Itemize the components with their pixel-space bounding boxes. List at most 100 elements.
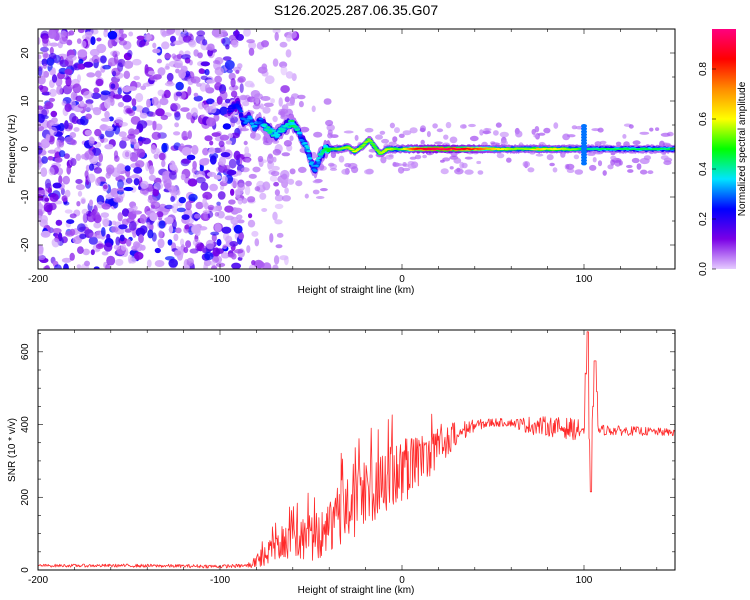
noise-blob xyxy=(203,262,208,269)
halo-blob xyxy=(392,136,398,143)
noise-blob xyxy=(96,37,102,42)
noise-blob xyxy=(244,185,251,196)
halo-blob xyxy=(409,127,418,134)
noise-blob xyxy=(237,219,245,224)
halo-blob xyxy=(476,160,482,165)
noise-blob xyxy=(237,76,246,83)
ridge-cell xyxy=(304,145,309,148)
noise-blob xyxy=(202,39,208,46)
noise-blob xyxy=(135,160,145,168)
x-tick-label: 100 xyxy=(576,274,593,285)
ridge-cell xyxy=(653,147,659,150)
spectrogram-noise-layer xyxy=(38,29,300,269)
noise-blob xyxy=(140,180,149,189)
noise-blob xyxy=(97,161,102,167)
ridge-cell xyxy=(618,147,624,150)
noise-blob xyxy=(107,38,114,49)
noise-blob xyxy=(124,165,131,172)
noise-blob xyxy=(174,111,181,121)
spike-cell xyxy=(581,147,587,151)
ridge-cell xyxy=(237,108,243,111)
noise-blob xyxy=(119,140,127,149)
snr-series-line xyxy=(38,331,675,569)
noise-blob xyxy=(84,150,95,160)
noise-blob xyxy=(48,29,57,39)
ridge-cell xyxy=(513,148,518,150)
noise-blob xyxy=(191,144,199,155)
noise-blob xyxy=(40,230,51,238)
noise-blob xyxy=(56,85,63,95)
noise-blob xyxy=(152,188,159,197)
noise-blob xyxy=(106,233,111,244)
halo-blob xyxy=(245,180,252,187)
noise-blob xyxy=(280,65,288,76)
noise-blob xyxy=(178,69,187,79)
halo-blob xyxy=(597,160,603,167)
noise-blob xyxy=(214,223,222,232)
noise-blob xyxy=(204,68,210,76)
noise-blob xyxy=(140,244,146,251)
noise-blob xyxy=(103,29,109,38)
noise-blob xyxy=(86,72,96,78)
halo-blob xyxy=(533,134,539,138)
noise-blob xyxy=(167,239,173,246)
noise-blob xyxy=(94,128,102,137)
ridge-cell xyxy=(285,122,291,125)
ridge-cell xyxy=(365,140,370,142)
noise-blob xyxy=(276,232,284,238)
noise-blob xyxy=(153,182,164,190)
noise-blob xyxy=(65,76,72,87)
noise-blob xyxy=(180,238,185,247)
halo-blob xyxy=(535,153,544,157)
noise-blob xyxy=(192,160,197,170)
noise-blob xyxy=(175,29,181,36)
noise-blob xyxy=(235,69,240,74)
noise-blob xyxy=(217,210,225,219)
noise-blob xyxy=(274,32,279,41)
noise-blob xyxy=(51,74,58,83)
noise-blob xyxy=(200,75,208,81)
noise-blob xyxy=(117,87,122,95)
noise-blob xyxy=(214,75,223,84)
noise-blob xyxy=(208,147,216,155)
noise-blob xyxy=(175,81,184,91)
noise-blob xyxy=(146,259,152,268)
noise-blob xyxy=(151,131,161,140)
noise-blob xyxy=(158,152,166,161)
noise-blob xyxy=(228,72,236,81)
halo-blob xyxy=(566,134,576,138)
noise-blob xyxy=(284,187,289,194)
noise-blob xyxy=(210,231,220,236)
noise-blob xyxy=(190,107,198,117)
noise-blob xyxy=(102,218,109,228)
halo-blob xyxy=(312,180,322,184)
noise-blob xyxy=(213,114,220,122)
x-tick-label: 100 xyxy=(576,575,593,586)
halo-blob xyxy=(493,130,499,136)
noise-blob xyxy=(132,205,138,211)
noise-blob xyxy=(196,243,204,250)
halo-blob xyxy=(647,170,654,175)
ridge-cell xyxy=(644,147,649,149)
noise-blob xyxy=(186,257,194,267)
noise-blob xyxy=(105,125,114,132)
noise-blob xyxy=(38,247,44,257)
halo-blob xyxy=(449,166,454,170)
halo-blob xyxy=(607,164,614,170)
noise-blob xyxy=(197,102,205,110)
noise-blob xyxy=(161,31,167,38)
noise-blob xyxy=(188,39,197,48)
noise-blob xyxy=(40,167,48,178)
noise-blob xyxy=(272,115,278,123)
noise-blob xyxy=(170,102,181,111)
noise-blob xyxy=(52,228,62,234)
halo-blob xyxy=(325,119,334,127)
noise-blob xyxy=(149,75,155,81)
noise-blob xyxy=(211,132,221,138)
noise-blob xyxy=(215,248,224,255)
halo-blob xyxy=(388,141,397,146)
ridge-cell xyxy=(266,126,271,129)
halo-blob xyxy=(655,127,660,131)
noise-blob xyxy=(157,67,166,76)
